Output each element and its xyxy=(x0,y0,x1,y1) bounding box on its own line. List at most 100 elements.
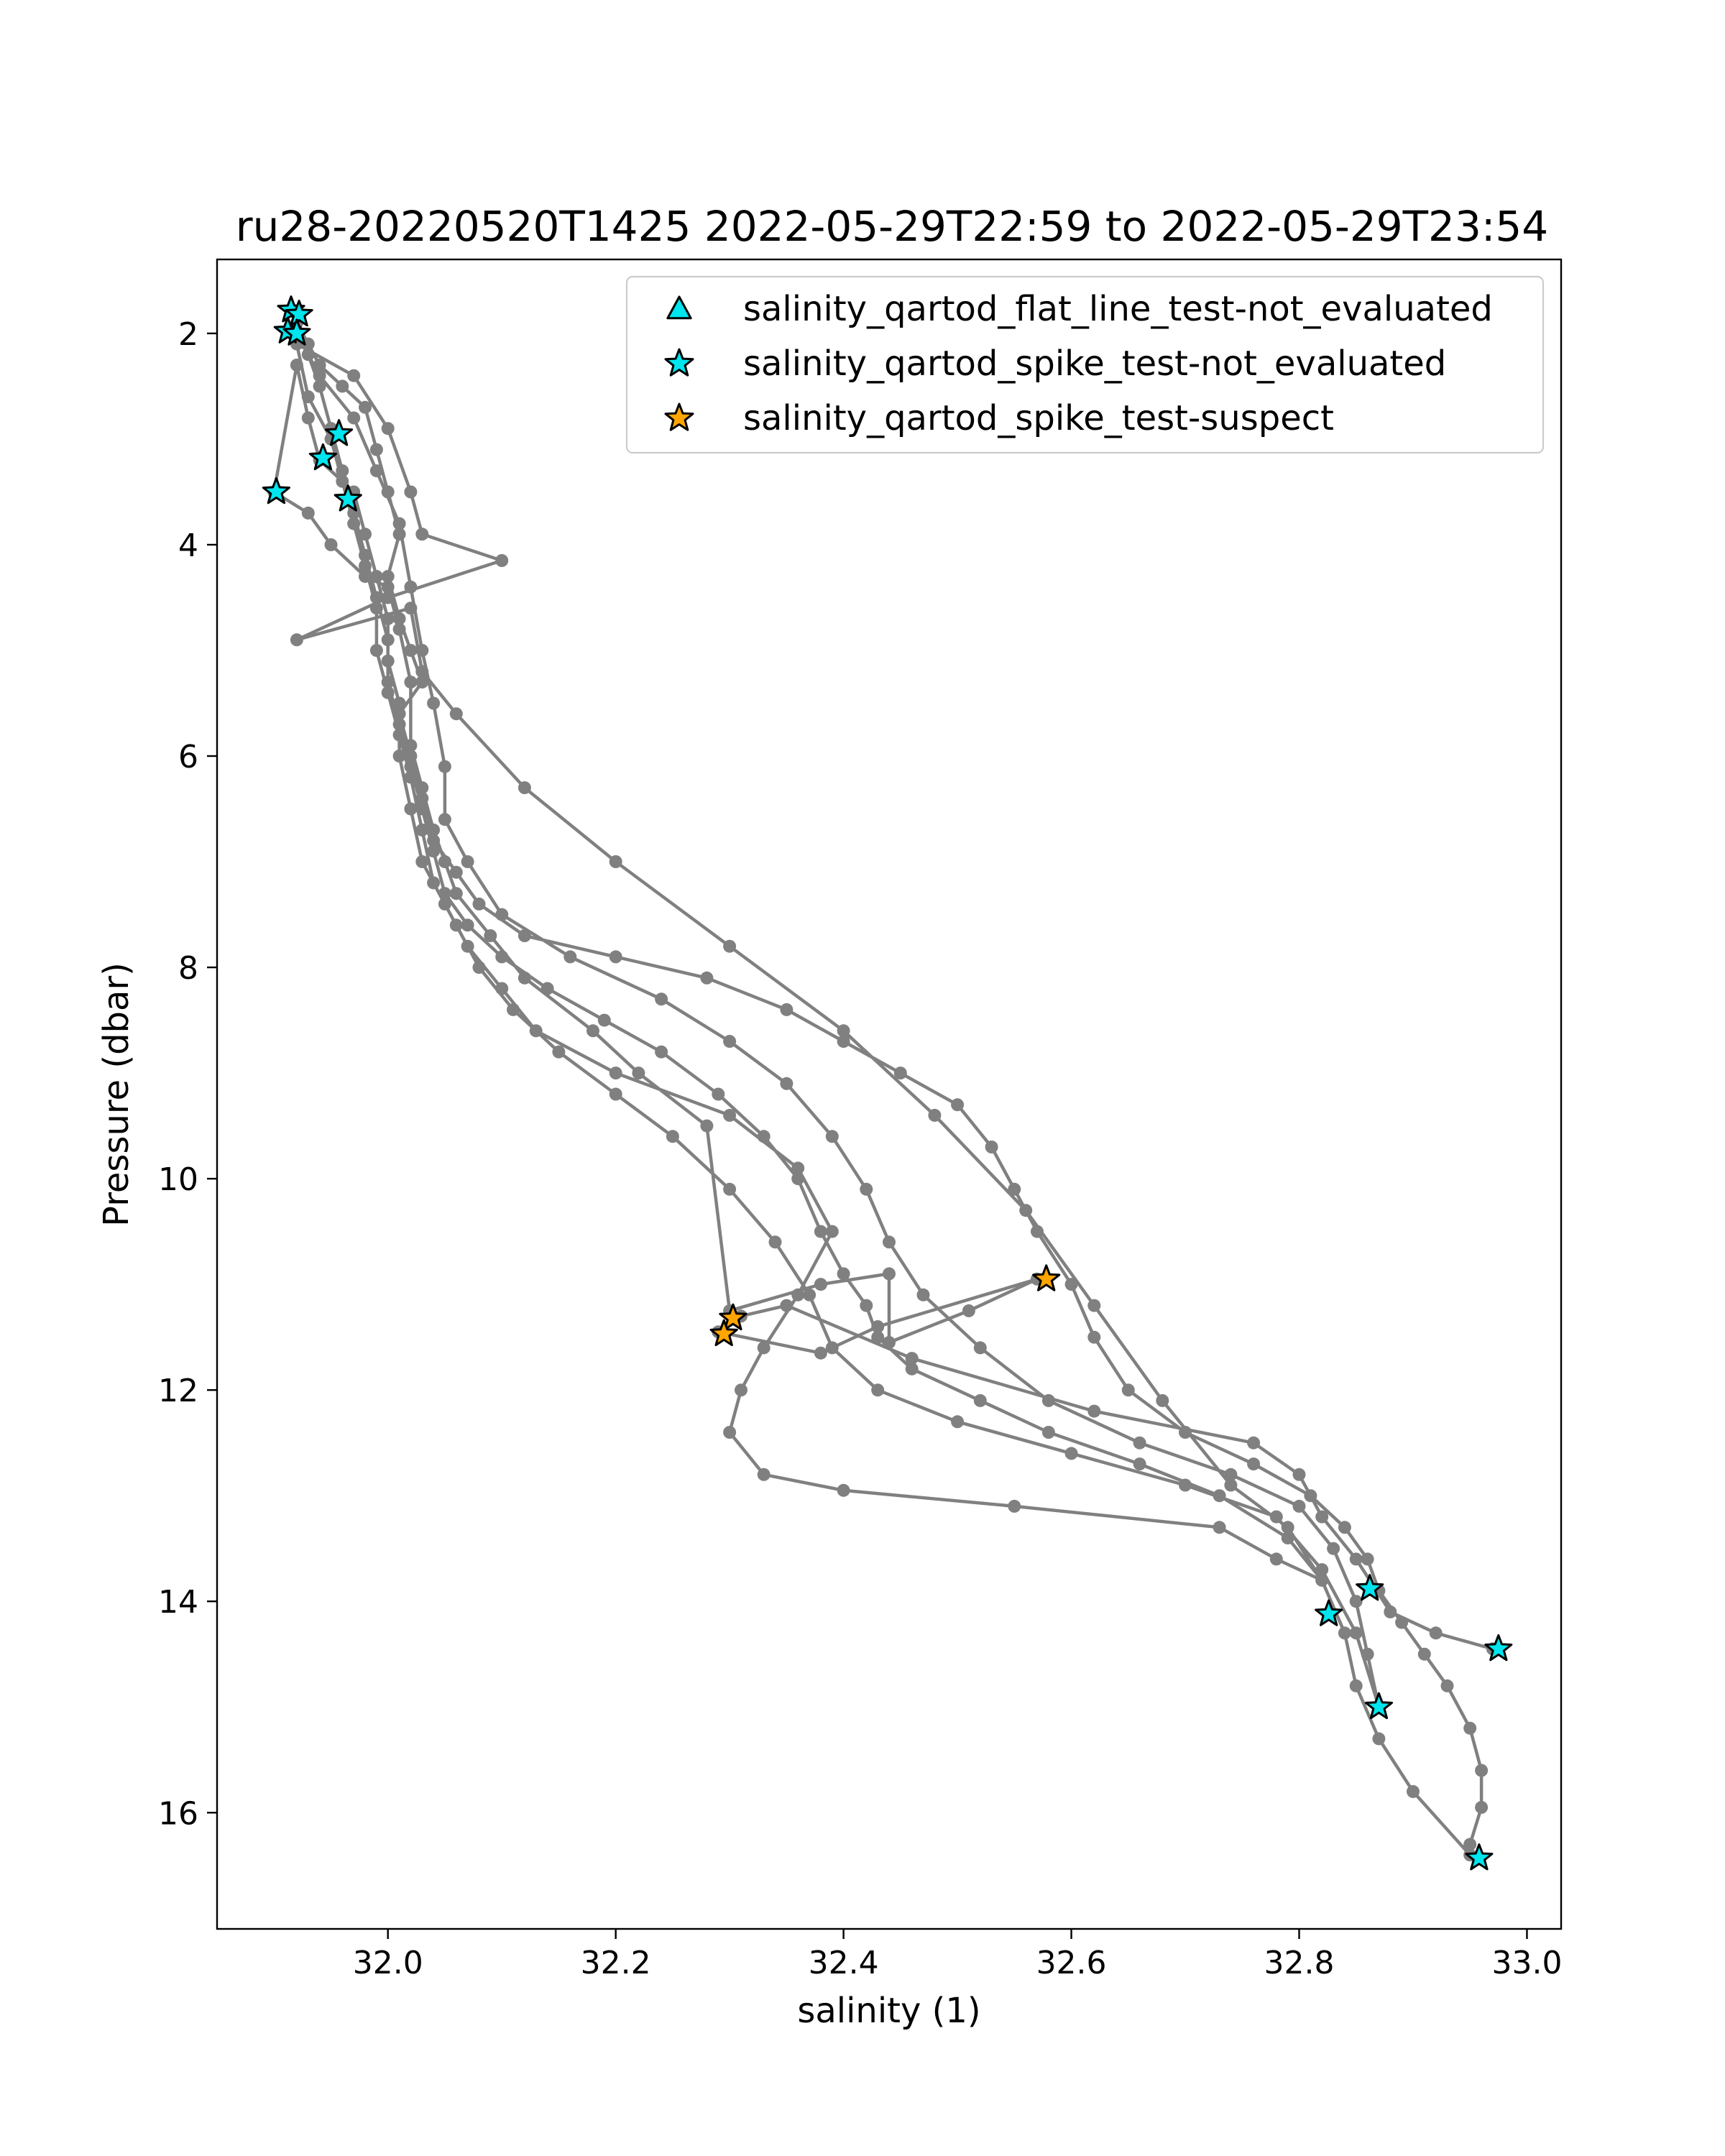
profile-point xyxy=(1008,1499,1021,1513)
profile-point xyxy=(1121,1383,1135,1397)
profile-point xyxy=(723,1035,737,1048)
flag-marker xyxy=(1364,1692,1393,1720)
profile-point xyxy=(860,1182,873,1196)
profile-point xyxy=(313,379,326,393)
profile-point xyxy=(438,760,451,773)
profile-point xyxy=(461,939,474,953)
profile-point xyxy=(381,633,395,647)
profile-point xyxy=(415,781,429,795)
profile-point xyxy=(1224,1478,1238,1492)
profile-point xyxy=(392,696,406,710)
profile-point xyxy=(415,665,429,678)
profile-point xyxy=(893,1067,907,1080)
profile-point xyxy=(1133,1436,1146,1450)
profile-point xyxy=(1463,1838,1477,1851)
flag-marker xyxy=(1465,1843,1494,1871)
profile-point xyxy=(723,1182,737,1196)
profile-point xyxy=(369,602,383,615)
x-axis: 32.0 32.2 32.4 32.6 32.8 33.0 xyxy=(353,1929,1562,1981)
flag-marker xyxy=(1032,1264,1061,1291)
y-tick-label: 6 xyxy=(178,739,198,775)
profile-point xyxy=(723,1426,737,1439)
profile-point xyxy=(461,918,474,932)
profile-point xyxy=(1361,1552,1374,1566)
x-tick-label: 33.0 xyxy=(1491,1945,1562,1981)
profile-point xyxy=(951,1415,965,1429)
profile-point xyxy=(1133,1457,1146,1471)
profile-point xyxy=(324,538,338,551)
x-tick-label: 32.8 xyxy=(1264,1945,1335,1981)
profile-point xyxy=(1179,1478,1192,1492)
profile-point xyxy=(415,644,429,657)
profile-point xyxy=(404,644,418,657)
profile-point xyxy=(609,855,622,868)
plot-frame xyxy=(216,258,1563,1930)
x-tick-label: 32.4 xyxy=(809,1945,879,1981)
profile-point xyxy=(336,474,349,488)
profile-point xyxy=(1338,1521,1351,1534)
profile-point xyxy=(392,750,406,763)
profile-point xyxy=(1281,1521,1294,1534)
profile-point xyxy=(449,707,463,721)
profile-point xyxy=(472,897,486,911)
y-tick-label: 2 xyxy=(178,316,198,353)
profile-point xyxy=(1031,1225,1044,1238)
profile-point xyxy=(404,739,418,752)
profile-point xyxy=(586,1024,599,1038)
profile-point xyxy=(1213,1521,1226,1534)
profile-point xyxy=(1349,1679,1363,1692)
profile-point xyxy=(415,676,429,689)
profile-point xyxy=(860,1299,873,1312)
profile-point xyxy=(837,1035,850,1048)
plot-area xyxy=(262,295,1513,1871)
profile-point xyxy=(301,348,315,361)
profile-point xyxy=(1064,1278,1078,1291)
profile-point xyxy=(1395,1616,1409,1629)
flag-marker xyxy=(709,1319,738,1347)
profile-point xyxy=(1247,1457,1261,1471)
profile-point xyxy=(301,337,315,351)
flag-marker xyxy=(1315,1599,1343,1626)
profile-point xyxy=(825,1225,839,1238)
profile-point xyxy=(1372,1732,1386,1746)
profile-point xyxy=(1361,1647,1374,1661)
profile-point xyxy=(712,1087,725,1101)
profile-point xyxy=(461,855,474,868)
profile-point xyxy=(381,580,395,594)
y-tick-label: 16 xyxy=(158,1795,198,1832)
profile-point xyxy=(507,1003,520,1016)
profile-point xyxy=(359,570,372,584)
profile-point xyxy=(757,1468,770,1481)
profile-point xyxy=(1338,1626,1351,1640)
profile-point xyxy=(427,876,441,890)
profile-point xyxy=(1440,1679,1454,1692)
profile-point xyxy=(1041,1426,1055,1439)
profile-point xyxy=(301,390,315,404)
profile-point xyxy=(392,717,406,731)
profile-point xyxy=(1417,1647,1431,1661)
y-axis-label: Pressure (dbar) xyxy=(96,962,137,1227)
y-tick-label: 12 xyxy=(158,1373,198,1409)
profile-point xyxy=(427,844,441,858)
profile-point xyxy=(1384,1605,1397,1618)
profile-point xyxy=(1349,1595,1363,1608)
profile-point xyxy=(313,359,326,372)
x-axis-label: salinity (1) xyxy=(797,1991,980,2031)
profile-point xyxy=(1315,1510,1329,1524)
profile-point xyxy=(381,612,395,625)
profile-point xyxy=(883,1267,896,1281)
profile-point xyxy=(814,1225,827,1238)
profile-point xyxy=(666,1130,679,1143)
profile-point xyxy=(723,939,737,953)
profile-point xyxy=(404,750,418,763)
profile-point xyxy=(1475,1764,1489,1777)
profile-point xyxy=(449,887,463,900)
profile-point xyxy=(369,570,383,584)
profile-point xyxy=(803,1288,816,1302)
profile-point xyxy=(1247,1436,1261,1450)
profile-point xyxy=(655,992,668,1006)
profile-point xyxy=(791,1161,805,1175)
flag-marker xyxy=(285,300,313,327)
profile-point xyxy=(780,1077,794,1090)
profile-point xyxy=(381,591,395,604)
